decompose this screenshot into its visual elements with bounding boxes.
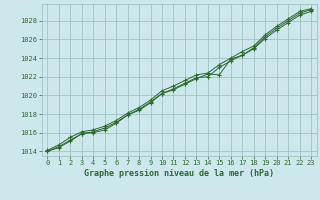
X-axis label: Graphe pression niveau de la mer (hPa): Graphe pression niveau de la mer (hPa) (84, 169, 274, 178)
